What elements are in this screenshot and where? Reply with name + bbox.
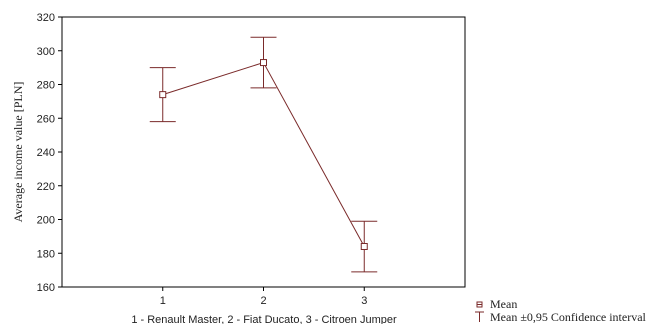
- y-tick-label: 260: [37, 113, 55, 125]
- legend: Mean Mean ±0,95 Confidence interval: [475, 297, 647, 324]
- x-tick-label: 1: [160, 295, 166, 307]
- legend-label-confidence-interval: Mean ±0,95 Confidence interval: [490, 310, 647, 324]
- series-line: [162, 61, 365, 247]
- x-axis: 1 2 3: [160, 287, 367, 307]
- legend-label-mean: Mean: [490, 297, 517, 311]
- y-axis-label: Average income value [PLN]: [11, 82, 25, 223]
- y-tick-label: 180: [37, 248, 55, 260]
- mean-point: [159, 91, 167, 99]
- y-tick-label: 300: [37, 46, 55, 58]
- x-tick-label: 2: [260, 295, 266, 307]
- x-tick-label: 3: [361, 295, 367, 307]
- y-tick-label: 280: [37, 80, 55, 92]
- y-tick-label: 240: [37, 147, 55, 159]
- mean-point: [260, 59, 267, 67]
- mean-point: [360, 243, 368, 250]
- y-tick-label: 320: [37, 12, 55, 24]
- series-layer: [149, 36, 378, 273]
- y-tick-label: 160: [37, 282, 55, 294]
- legend-item-confidence-interval: Mean ±0,95 Confidence interval: [475, 310, 647, 324]
- x-axis-label: 1 - Renault Master, 2 - Fiat Ducato, 3 -…: [131, 314, 397, 324]
- y-axis: 160 180 200 220 240 260 280 300 320: [37, 12, 62, 294]
- y-tick-label: 220: [37, 181, 55, 193]
- legend-item-mean: Mean: [476, 297, 517, 311]
- y-tick-label: 200: [37, 215, 55, 227]
